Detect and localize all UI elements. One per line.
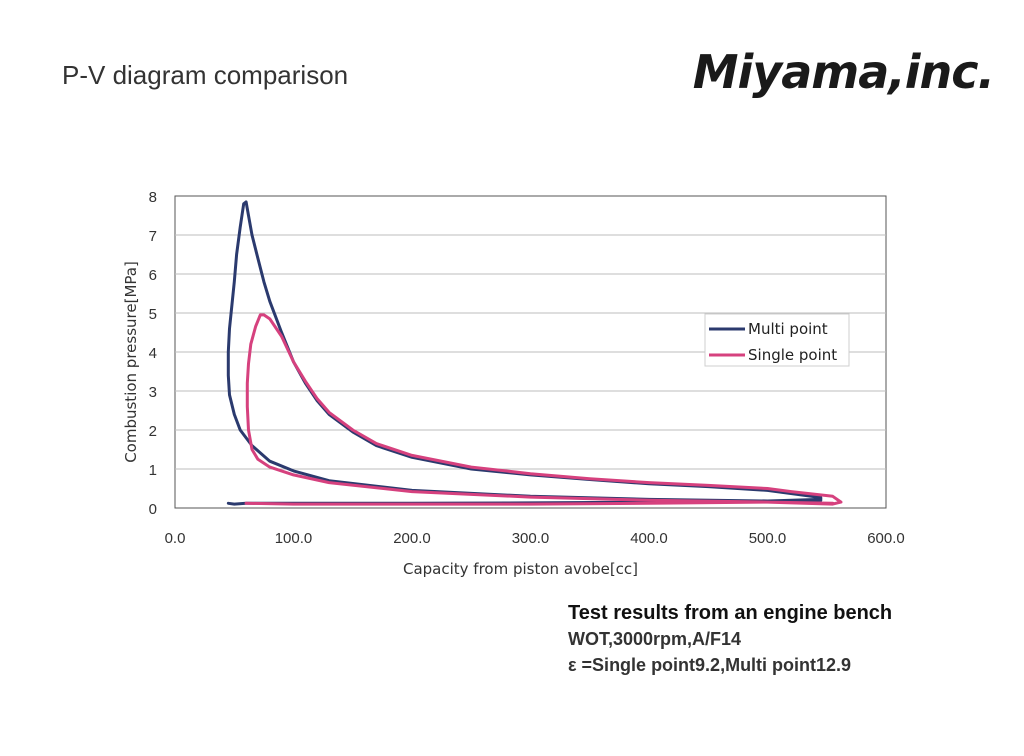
slide-title: P-V diagram comparison (62, 60, 349, 90)
y-tick-label: 6 (149, 267, 157, 284)
test-notes: Test results from an engine bench WOT,30… (568, 600, 892, 678)
x-tick-label: 300.0 (512, 530, 550, 547)
y-tick-label: 7 (149, 228, 157, 245)
x-axis-label: Capacity from piston avobe[cc] (403, 560, 638, 578)
y-tick-label: 4 (149, 345, 157, 362)
notes-compression-ratio: ε =Single point9.2,Multi point12.9 (568, 655, 852, 675)
y-tick-label: 8 (149, 189, 157, 206)
x-tick-label: 500.0 (749, 530, 787, 547)
legend-label: Single point (748, 346, 837, 364)
x-tick-label: 100.0 (275, 530, 313, 547)
series-line-single-point (244, 313, 843, 506)
pv-chart: 0 1 2 3 4 5 6 7 8 0.0 100.0 200.0 300.0 400.0 500.0 600… (122, 189, 905, 578)
x-tick-label: 0.0 (165, 530, 186, 547)
legend-label: Multi point (748, 320, 828, 338)
x-tick-label: 400.0 (630, 530, 668, 547)
notes-heading: Test results from an engine bench (568, 602, 893, 624)
y-tick-label: 3 (149, 384, 157, 401)
x-tick-label: 600.0 (867, 530, 905, 547)
notes-conditions: WOT,3000rpm,A/F14 (568, 629, 742, 649)
y-tick-label: 2 (149, 423, 157, 440)
y-tick-label: 5 (149, 306, 157, 323)
y-tick-label: 0 (149, 501, 157, 518)
y-axis-label: Combustion pressure[MPa] (122, 261, 140, 463)
company-logo: Miyama,inc. (692, 45, 995, 99)
legend-box (704, 313, 850, 367)
y-tick-label: 1 (149, 462, 157, 479)
x-tick-label: 200.0 (393, 530, 431, 547)
